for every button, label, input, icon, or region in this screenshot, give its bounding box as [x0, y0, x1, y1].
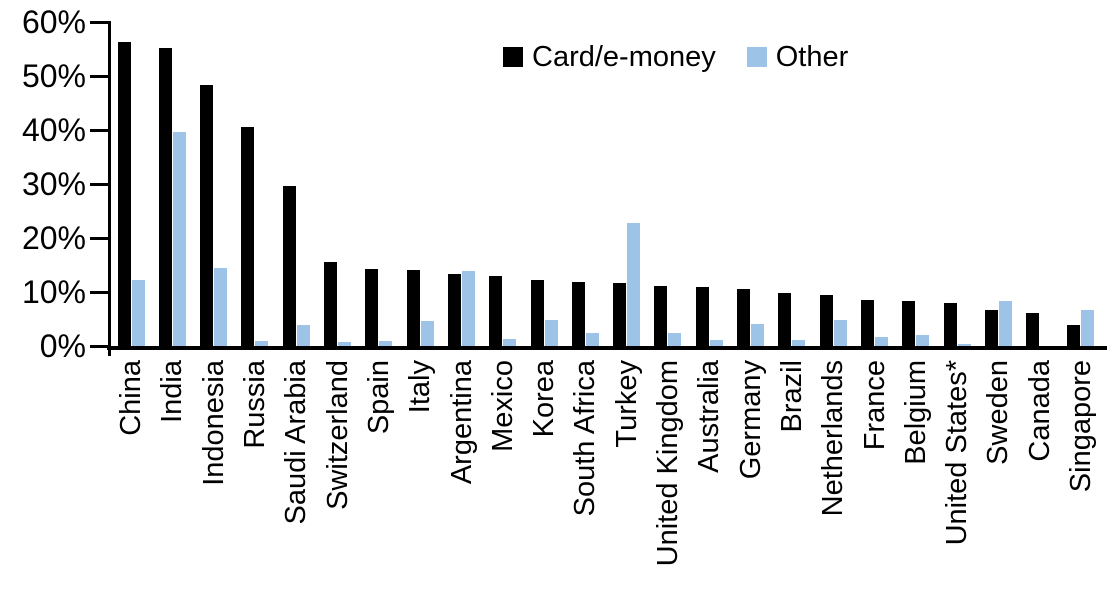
legend-item-card-e-money: Card/e-money — [503, 42, 716, 72]
x-axis-label-mexico: Mexico — [486, 360, 519, 452]
x-axis-label-turkey: Turkey — [610, 360, 643, 448]
bar-card-e-money-sweden — [984, 310, 998, 346]
bar-card-e-money-germany — [737, 288, 750, 346]
bar-card-e-money-switzerland — [324, 261, 337, 346]
x-axis-label-united-kingdom: United Kingdom — [652, 360, 685, 567]
x-axis-label-argentina: Argentina — [445, 360, 478, 485]
bar-other-australia — [709, 340, 723, 346]
x-axis-label-germany: Germany — [734, 360, 767, 480]
bar-other-switzerland — [338, 342, 351, 346]
x-axis-label-indonesia: Indonesia — [197, 360, 230, 486]
x-axis-label-united-states: United States* — [941, 360, 974, 546]
bar-card-e-money-united-states — [943, 303, 957, 346]
x-axis-label-sweden: Sweden — [982, 360, 1015, 465]
bar-card-e-money-australia — [695, 286, 709, 346]
x-axis-label-canada: Canada — [1023, 360, 1056, 462]
y-axis-tick-label: 20% — [21, 220, 86, 256]
x-axis-label-belgium: Belgium — [899, 360, 932, 465]
bar-card-e-money-france — [860, 299, 874, 346]
bar-card-e-money-china — [117, 41, 131, 346]
bar-other-spain — [379, 340, 393, 346]
chart-legend: Card/e-money Other — [503, 42, 848, 72]
x-axis-label-singapore: Singapore — [1065, 360, 1098, 493]
bar-card-e-money-belgium — [902, 301, 916, 346]
bar-card-e-money-united-kingdom — [654, 285, 668, 346]
bar-card-e-money-korea — [530, 279, 544, 346]
y-axis-tick — [90, 344, 108, 348]
bar-other-united-states — [957, 343, 971, 346]
y-axis-tick-label: 50% — [21, 58, 86, 94]
x-axis-label-south-africa: South Africa — [569, 360, 602, 517]
bar-card-e-money-mexico — [489, 275, 503, 346]
y-axis-tick-label: 60% — [21, 4, 86, 40]
bar-other-indonesia — [214, 268, 228, 346]
y-axis-tick — [90, 236, 108, 240]
bar-other-singapore — [1081, 310, 1095, 346]
bar-card-e-money-brazil — [778, 292, 792, 346]
bar-other-united-kingdom — [668, 333, 682, 346]
y-axis-line — [107, 21, 111, 356]
bar-other-germany — [751, 324, 764, 346]
bar-other-argentina — [461, 270, 475, 346]
x-axis-label-australia: Australia — [693, 360, 726, 473]
bar-other-sweden — [998, 301, 1012, 346]
x-axis-label-china: China — [115, 360, 148, 436]
bar-other-brazil — [792, 340, 806, 346]
y-axis-tick — [90, 128, 108, 132]
x-axis-label-brazil: Brazil — [775, 360, 808, 433]
y-axis-tick — [90, 74, 108, 78]
bar-other-italy — [420, 321, 434, 346]
bar-card-e-money-south-africa — [571, 281, 585, 346]
bar-card-e-money-turkey — [613, 282, 627, 346]
x-axis-label-switzerland: Switzerland — [321, 360, 354, 510]
bar-other-france — [874, 336, 888, 346]
y-axis-tick-label: 10% — [21, 274, 86, 310]
x-axis-label-saudi-arabia: Saudi Arabia — [280, 360, 313, 525]
bar-card-e-money-singapore — [1067, 324, 1081, 346]
bar-card-e-money-russia — [241, 127, 255, 346]
bar-card-e-money-indonesia — [200, 84, 214, 346]
x-axis-label-russia: Russia — [239, 360, 272, 449]
bar-other-saudi-arabia — [296, 325, 310, 346]
x-axis-label-korea: Korea — [528, 360, 561, 438]
bar-other-belgium — [916, 335, 930, 346]
bar-card-e-money-canada — [1026, 313, 1040, 346]
other-swatch-icon — [746, 47, 767, 67]
y-axis-tick-label: 40% — [21, 112, 86, 148]
bar-other-south-africa — [585, 333, 599, 346]
y-axis-tick — [90, 182, 108, 186]
x-axis-label-spain: Spain — [362, 360, 395, 435]
bar-other-korea — [544, 320, 558, 346]
x-axis-label-netherlands: Netherlands — [817, 360, 850, 517]
legend-item-other: Other — [746, 41, 849, 73]
bar-other-russia — [255, 341, 269, 346]
bar-other-netherlands — [833, 320, 847, 346]
legend-label-card-e-money: Card/e-money — [532, 41, 716, 73]
bar-card-e-money-argentina — [447, 273, 461, 346]
bar-card-e-money-italy — [406, 269, 420, 346]
y-axis-tick — [90, 20, 108, 24]
bar-card-e-money-saudi-arabia — [282, 185, 296, 346]
bar-other-china — [131, 279, 145, 346]
legend-label-other: Other — [775, 41, 849, 73]
x-axis-label-france: France — [858, 360, 891, 451]
bar-card-e-money-spain — [365, 268, 379, 346]
x-axis-label-italy: Italy — [404, 360, 437, 414]
x-axis-label-india: India — [156, 360, 189, 423]
card-e-money-swatch-icon — [503, 47, 523, 67]
y-axis-tick-label: 0% — [39, 328, 86, 364]
bar-other-india — [172, 132, 186, 346]
bar-other-mexico — [503, 338, 517, 346]
y-axis-tick-label: 30% — [21, 166, 86, 202]
bar-other-turkey — [627, 222, 641, 346]
x-axis-line — [107, 346, 1107, 350]
y-axis-tick — [90, 290, 108, 294]
bar-card-e-money-india — [158, 47, 172, 346]
bar-card-e-money-netherlands — [819, 295, 833, 346]
